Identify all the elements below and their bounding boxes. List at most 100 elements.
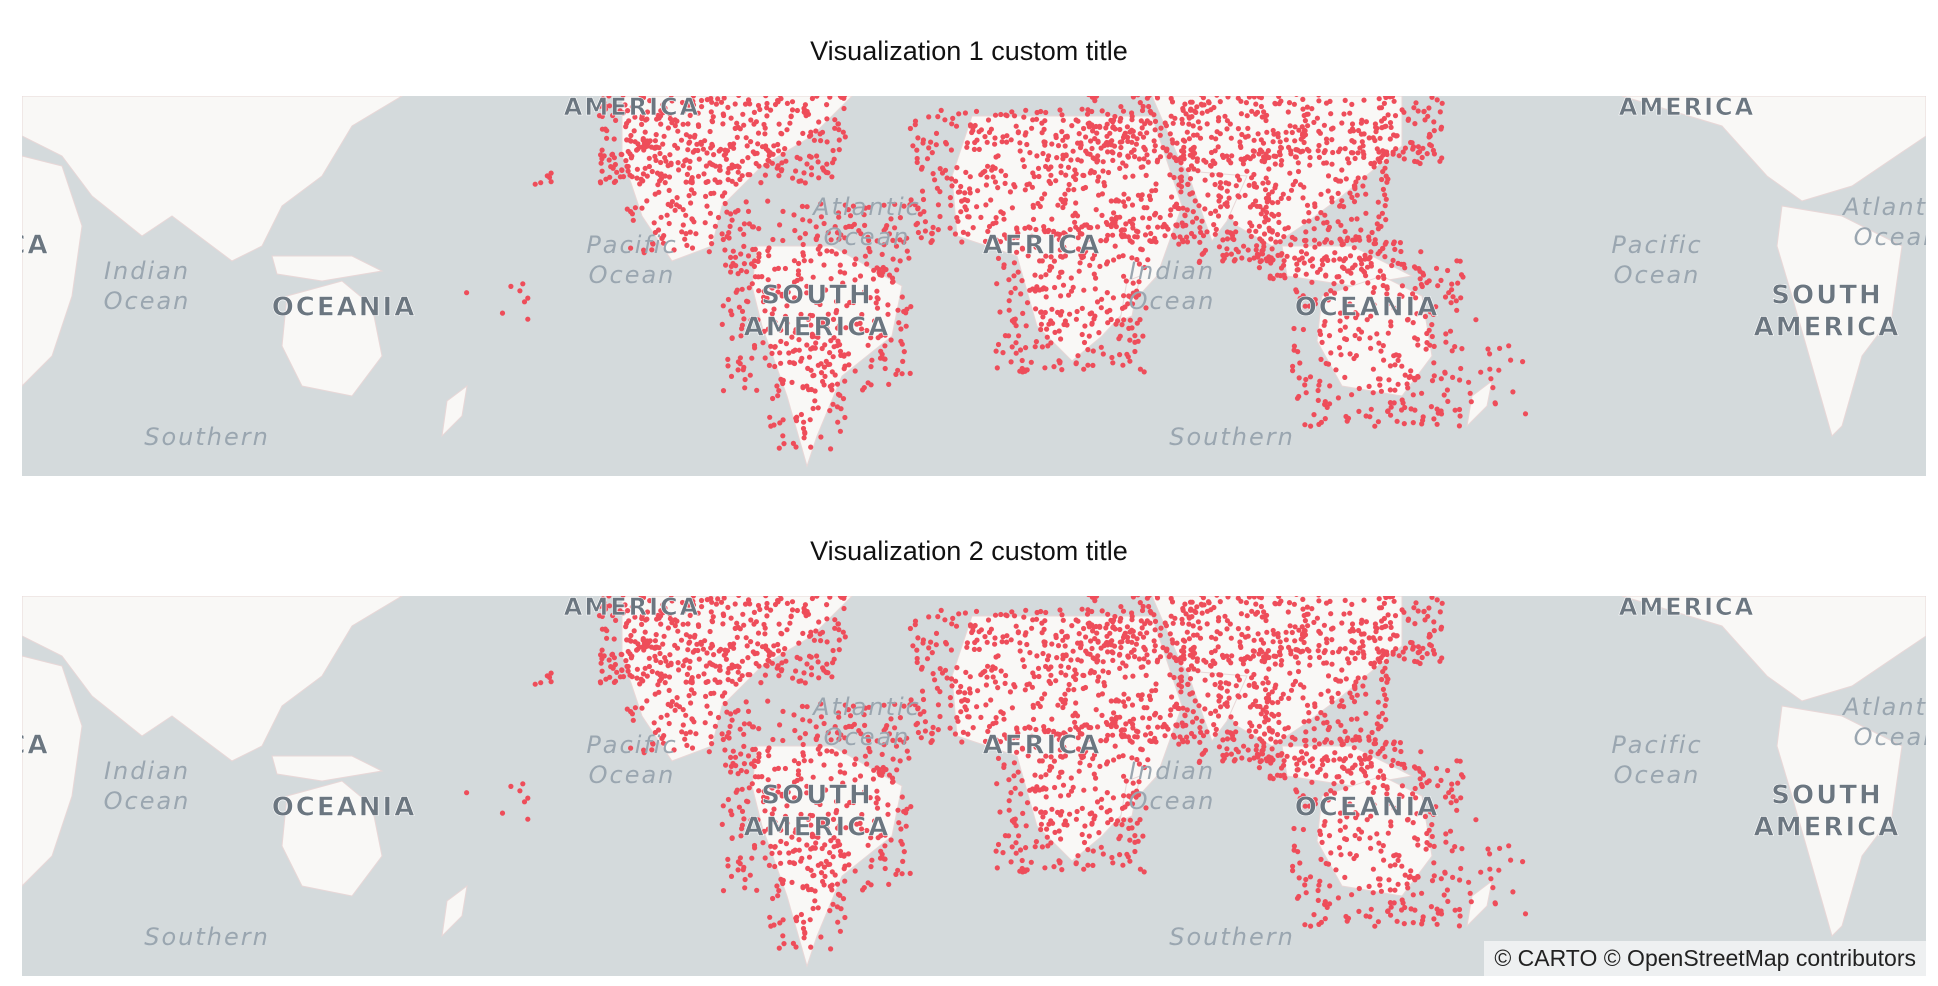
map-point [1361, 154, 1367, 160]
map-point [1153, 181, 1159, 187]
map-point [1134, 734, 1140, 740]
map-point [1127, 337, 1133, 343]
map-point [1064, 134, 1070, 140]
map-point [694, 141, 700, 147]
map-point [1090, 362, 1096, 368]
map-point [756, 788, 762, 794]
map-point [1233, 746, 1239, 752]
map-point [1038, 309, 1044, 315]
map-point [1073, 816, 1079, 822]
map-point [896, 320, 902, 326]
map-point [782, 646, 788, 652]
map-point [1386, 377, 1392, 383]
map-point [1118, 115, 1124, 122]
map-point [835, 710, 842, 716]
map-point [852, 261, 858, 267]
map-point [845, 207, 852, 213]
map-point [708, 96, 714, 102]
map-point [1151, 138, 1157, 144]
map-point [1051, 258, 1057, 264]
map-point [1422, 617, 1428, 623]
map-point [1345, 235, 1351, 241]
map-label: Southern [1169, 423, 1295, 451]
map-point [1431, 343, 1437, 349]
map-point [1129, 325, 1135, 331]
map-point [1146, 193, 1153, 199]
map-point [1004, 639, 1010, 645]
map-point [634, 666, 641, 672]
map-point [1264, 199, 1270, 205]
map-point [1190, 709, 1196, 715]
map-point [1111, 710, 1117, 716]
map-point [1013, 623, 1019, 629]
map-point [1162, 620, 1168, 626]
map-point [874, 788, 880, 794]
map-point [1194, 156, 1200, 162]
map-point [758, 680, 764, 686]
map-point [1110, 860, 1116, 866]
map-point [1009, 844, 1015, 850]
map-point [1359, 139, 1365, 145]
map-point [660, 141, 666, 147]
map-point [845, 351, 852, 357]
map-point [1181, 656, 1187, 662]
map-point [672, 123, 678, 129]
map-point [1296, 127, 1302, 133]
map-point [598, 680, 604, 686]
map-point [1278, 644, 1284, 650]
map-point [888, 837, 894, 843]
map-point [1342, 597, 1348, 603]
map-point [1378, 223, 1384, 229]
map-point [1141, 764, 1148, 771]
map-point [1266, 154, 1272, 161]
map-point [1318, 191, 1324, 197]
map-point [1042, 191, 1048, 197]
map-point [1208, 634, 1215, 640]
map-point [865, 842, 871, 848]
map-point [1186, 621, 1192, 627]
map-point [804, 161, 810, 167]
map-point [736, 804, 743, 810]
map-point [1379, 176, 1385, 183]
map-point [729, 812, 735, 818]
map-point [698, 97, 705, 104]
map-point [658, 113, 664, 119]
map-2[interactable]: AMERICAAMERICASOUTHAMERICASOUTHAMERICACA… [22, 596, 1926, 976]
map-point [1064, 822, 1070, 828]
map-point [1083, 634, 1089, 640]
map-point [732, 101, 738, 107]
map-point [1395, 381, 1401, 387]
map-point [672, 707, 678, 713]
map-point [548, 170, 554, 176]
map-point [1071, 187, 1077, 193]
map-point [1452, 344, 1458, 350]
map-point [733, 681, 739, 687]
map-point [696, 656, 702, 662]
map-point [688, 700, 694, 706]
map-point [1108, 698, 1114, 704]
map-point [1067, 311, 1073, 317]
map-point [1297, 360, 1303, 366]
map-point [661, 633, 667, 639]
map-point [939, 170, 946, 176]
map-point [771, 922, 777, 928]
map-point [1080, 672, 1086, 678]
map-canvas-1[interactable]: AMERICAAMERICASOUTHAMERICASOUTHAMERICACA… [22, 96, 1926, 476]
map-point [806, 354, 813, 360]
map-point [759, 144, 766, 150]
map-point [763, 96, 769, 99]
map-point [1070, 148, 1076, 154]
map-point [804, 283, 810, 289]
map-point [1233, 729, 1239, 735]
map-point [1278, 162, 1284, 168]
map-1[interactable]: AMERICAAMERICASOUTHAMERICASOUTHAMERICACA… [22, 96, 1926, 476]
map-point [978, 672, 984, 678]
map-point [813, 735, 819, 742]
map-point [1187, 152, 1193, 158]
map-point [690, 602, 697, 608]
map-canvas-2[interactable]: AMERICAAMERICASOUTHAMERICASOUTHAMERICACA… [22, 596, 1926, 976]
map-point [1000, 710, 1006, 716]
map-point [1117, 214, 1123, 220]
map-point [1190, 209, 1196, 215]
map-point [845, 851, 852, 857]
